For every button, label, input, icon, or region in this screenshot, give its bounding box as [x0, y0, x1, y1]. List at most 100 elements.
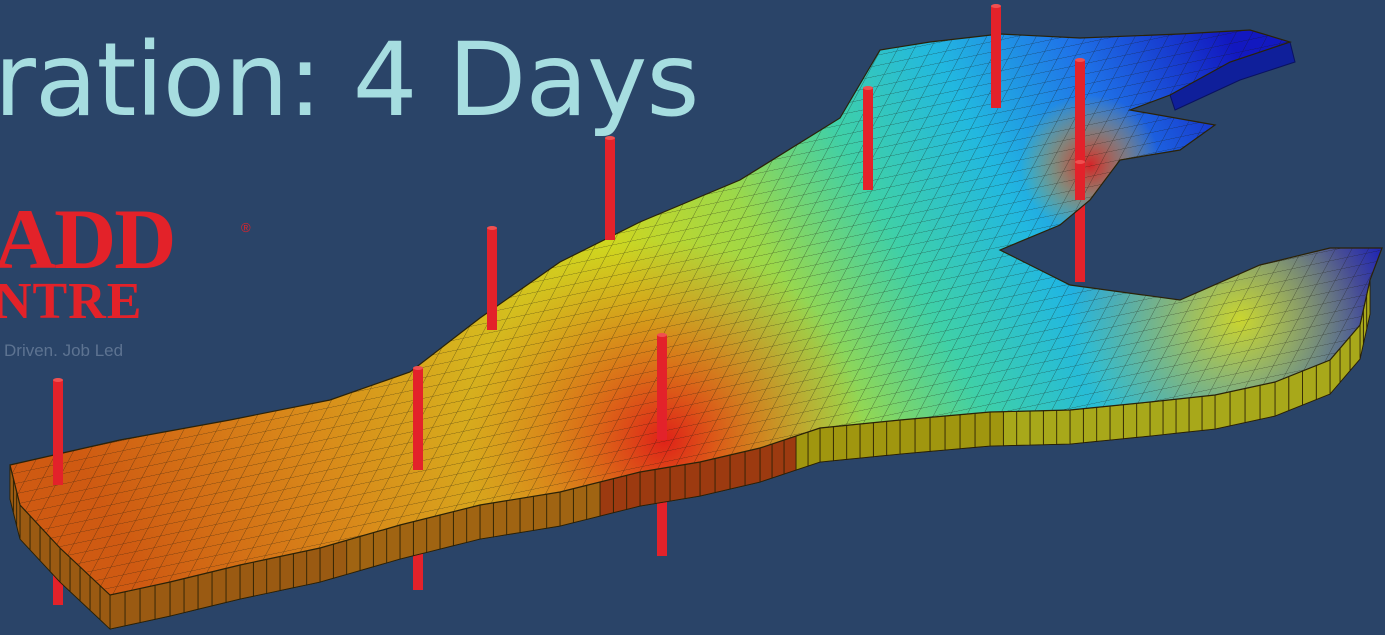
side-cell [832, 424, 848, 462]
well-upper [413, 368, 423, 470]
well-cap [413, 366, 423, 370]
side-cell [169, 578, 185, 617]
side-cell [807, 427, 821, 467]
side-cell [197, 571, 213, 610]
side-cell [1122, 402, 1138, 440]
side-cell [252, 558, 268, 597]
well-upper [1075, 162, 1085, 200]
side-cell [426, 514, 441, 553]
side-cell [612, 474, 628, 514]
side-cell [729, 450, 746, 490]
side-cell [1056, 409, 1071, 445]
side-cell [599, 478, 614, 517]
side-cell [319, 543, 334, 583]
side-cell [886, 419, 901, 456]
side-cell [1244, 384, 1261, 423]
well-upper [863, 88, 873, 190]
side-cell [239, 561, 254, 600]
well-upper [487, 228, 497, 330]
side-cell [359, 532, 374, 572]
side-cell [372, 528, 388, 568]
side-cell [846, 423, 861, 460]
well-upper [605, 138, 615, 240]
side-cell [279, 553, 294, 591]
side-cell [412, 517, 428, 557]
side-cell [1069, 408, 1084, 445]
side-cell [139, 584, 156, 623]
side-cell [306, 547, 321, 586]
side-cell [1149, 400, 1164, 437]
well-upper [657, 335, 667, 440]
slide-headline: ration: 4 Days [0, 21, 699, 140]
well-cap [863, 86, 873, 90]
side-cell [859, 422, 874, 459]
side-cell [1042, 409, 1058, 446]
side-cell [1096, 405, 1111, 442]
side-cell [669, 464, 686, 502]
side-cell [506, 498, 521, 536]
side-cell [744, 447, 761, 487]
side-cell [1082, 406, 1098, 444]
side-cell [872, 420, 888, 458]
side-cell [974, 411, 991, 448]
side-cell [492, 500, 508, 538]
side-cell [266, 556, 281, 594]
side-cell [225, 564, 241, 603]
side-cell [899, 418, 916, 455]
side-cell [346, 535, 361, 575]
side-cell [639, 469, 656, 507]
well-lower [1075, 200, 1085, 282]
well-cap [487, 226, 497, 230]
side-cell [929, 415, 946, 452]
side-cell [439, 511, 454, 550]
side-cell [626, 471, 641, 510]
side-cell [1002, 410, 1018, 447]
well-cap [657, 333, 667, 337]
side-cell [654, 466, 671, 504]
side-cell [1274, 375, 1290, 417]
side-cell [1315, 359, 1331, 401]
side-cell [1259, 381, 1276, 420]
side-cell [1229, 388, 1246, 427]
side-cell [1016, 410, 1031, 446]
side-cell [771, 439, 785, 479]
side-cell [386, 524, 401, 564]
side-cell [109, 591, 126, 630]
side-cell [546, 491, 561, 529]
side-cell [332, 539, 348, 579]
side-cell [292, 550, 308, 589]
side-cell [783, 435, 797, 475]
side-cell [959, 412, 976, 450]
side-cell [519, 495, 534, 533]
side-cell [479, 502, 494, 540]
side-cell [466, 504, 481, 543]
side-cell [1188, 395, 1203, 433]
well-upper [1075, 60, 1085, 162]
side-cell [1214, 391, 1231, 430]
side-cell [759, 443, 773, 483]
well-cap [605, 136, 615, 140]
side-cell [914, 416, 931, 454]
side-cell [559, 488, 574, 527]
side-cell [699, 457, 716, 497]
logo-tagline: Driven. Job Led [4, 341, 124, 360]
side-cell [1029, 410, 1044, 446]
side-cell [586, 481, 601, 520]
side-cell [532, 493, 548, 531]
well-upper [991, 6, 1001, 108]
well-cap [991, 4, 1001, 8]
registered-mark: ® [241, 220, 251, 235]
side-cell [714, 454, 731, 494]
logo-wordmark-top: ADD [0, 191, 176, 287]
side-cell [944, 414, 961, 451]
side-cell [1136, 401, 1151, 438]
side-cell [211, 567, 227, 607]
side-cell [795, 431, 809, 471]
side-cell [452, 507, 468, 547]
side-cell [819, 426, 834, 463]
side-cell [124, 588, 141, 627]
side-cell [1175, 397, 1190, 434]
side-cell [1109, 404, 1124, 441]
